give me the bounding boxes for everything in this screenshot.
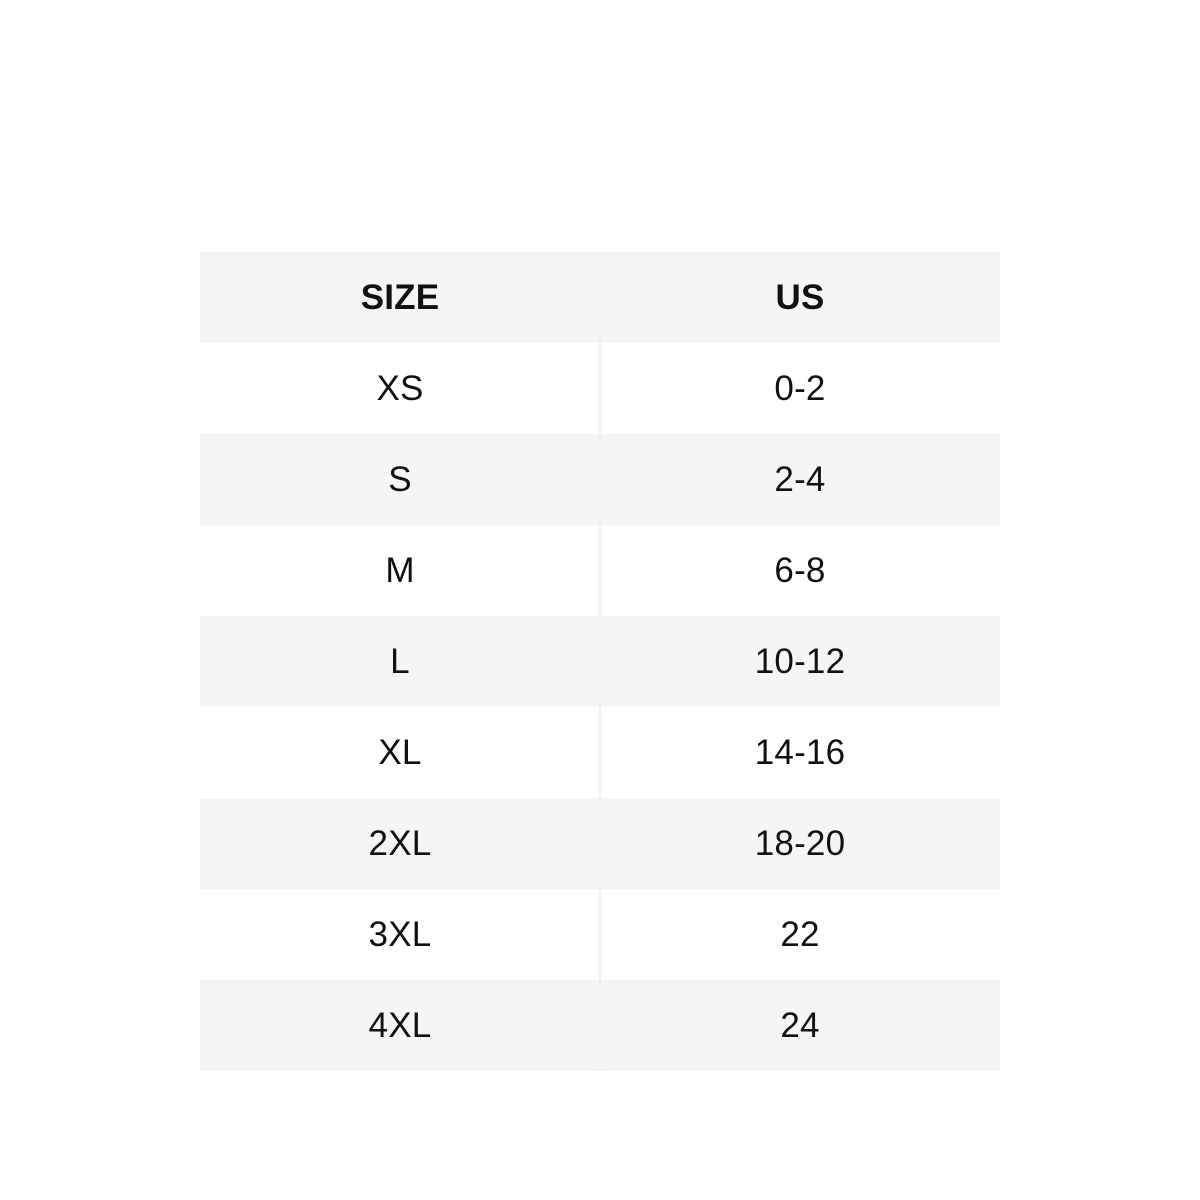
size-cell: 2XL	[368, 824, 432, 863]
table-row: M 6-8	[200, 525, 1000, 616]
size-cell: S	[388, 460, 412, 499]
us-cell: 24	[780, 1006, 820, 1045]
header-row: SIZE US	[200, 252, 1000, 343]
table-body: XS 0-2 S 2-4 M 6-8 L 10-12 XL 14-16 2XL …	[200, 343, 1000, 1071]
size-cell: 4XL	[368, 1006, 432, 1045]
table-row: S 2-4	[200, 434, 1000, 525]
table-row: 2XL 18-20	[200, 798, 1000, 889]
table-row: L 10-12	[200, 616, 1000, 707]
size-cell: XS	[376, 369, 424, 408]
table-row: XL 14-16	[200, 707, 1000, 798]
us-cell: 14-16	[754, 733, 846, 772]
size-chart-table: SIZE US XS 0-2 S 2-4 M 6-8 L 10-12 XL 14…	[200, 252, 1000, 1071]
us-cell: 2-4	[774, 460, 826, 499]
column-header-us: US	[775, 278, 825, 317]
us-cell: 10-12	[754, 642, 846, 681]
size-cell: 3XL	[368, 915, 432, 954]
table-row: 3XL 22	[200, 889, 1000, 980]
us-cell: 6-8	[774, 551, 826, 590]
table-row: XS 0-2	[200, 343, 1000, 434]
us-cell: 18-20	[754, 824, 846, 863]
column-header-size: SIZE	[360, 278, 440, 317]
size-cell: L	[390, 642, 410, 681]
us-cell: 22	[780, 915, 820, 954]
size-cell: XL	[378, 733, 422, 772]
size-cell: M	[385, 551, 415, 590]
table-row: 4XL 24	[200, 980, 1000, 1071]
us-cell: 0-2	[774, 369, 826, 408]
